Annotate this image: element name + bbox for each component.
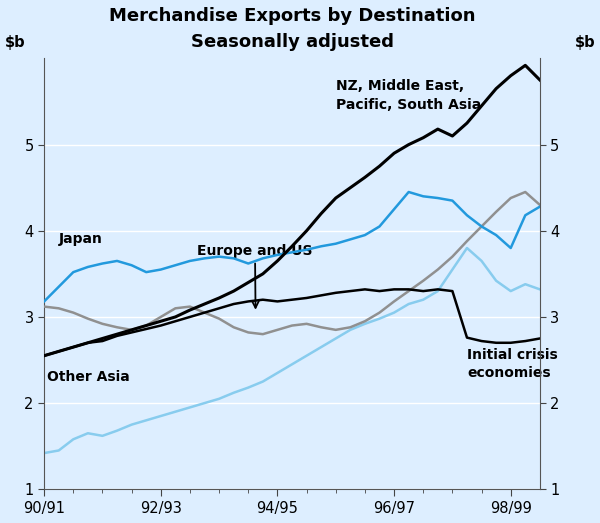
Title: Merchandise Exports by Destination
Seasonally adjusted: Merchandise Exports by Destination Seaso… bbox=[109, 7, 475, 51]
Text: Other Asia: Other Asia bbox=[47, 370, 130, 384]
Text: $b: $b bbox=[4, 35, 25, 50]
Text: Initial crisis
economies: Initial crisis economies bbox=[467, 348, 558, 380]
Text: NZ, Middle East,
Pacific, South Asia: NZ, Middle East, Pacific, South Asia bbox=[336, 79, 481, 112]
Text: Japan: Japan bbox=[59, 232, 103, 246]
Text: Europe and US: Europe and US bbox=[197, 244, 313, 308]
Text: $b: $b bbox=[575, 35, 595, 50]
